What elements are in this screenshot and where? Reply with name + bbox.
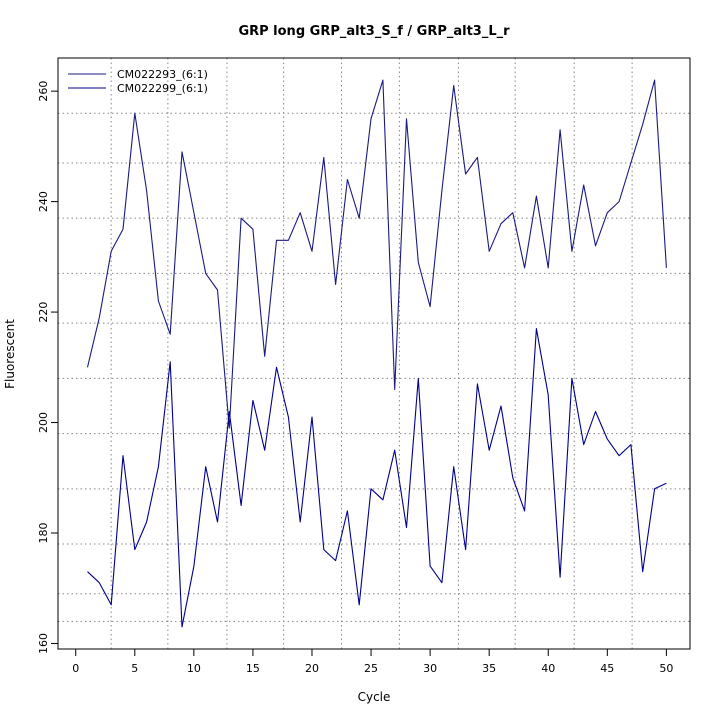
grid-lines [58, 58, 690, 649]
series-line-1 [86, 79, 667, 429]
legend-label-series-1: CM022293_(6:1) [117, 68, 208, 81]
x-tick-label: 15 [246, 662, 260, 675]
data-series [86, 79, 667, 628]
x-tick-label: 0 [72, 662, 79, 675]
y-tick-label: 240 [37, 191, 50, 212]
legend-label-series-2: CM022299_(6:1) [117, 82, 208, 95]
y-tick-label: 200 [37, 412, 50, 433]
x-tick-label: 50 [659, 662, 673, 675]
x-tick-label: 45 [600, 662, 614, 675]
x-tick-label: 10 [187, 662, 201, 675]
x-tick-label: 40 [541, 662, 555, 675]
x-tick-label: 35 [482, 662, 496, 675]
series-line-2 [87, 328, 667, 628]
x-tick-label: 5 [131, 662, 138, 675]
y-tick-label: 220 [37, 302, 50, 323]
x-tick-label: 25 [364, 662, 378, 675]
y-tick-label: 160 [37, 633, 50, 654]
y-axis: 160 180 200 220 240 260 [37, 81, 58, 654]
x-axis-label: Cycle [358, 690, 391, 704]
y-axis-label: Fluorescent [3, 319, 17, 389]
legend: CM022293_(6:1) CM022299_(6:1) [68, 68, 208, 95]
x-axis: 0 5 10 15 20 25 30 35 40 45 50 [72, 649, 673, 675]
x-tick-label: 20 [305, 662, 319, 675]
y-tick-label: 260 [37, 81, 50, 102]
plot-frame [57, 57, 691, 650]
chart-title: GRP long GRP_alt3_S_f / GRP_alt3_L_r [238, 24, 510, 39]
x-tick-label: 30 [423, 662, 437, 675]
y-tick-label: 180 [37, 523, 50, 544]
